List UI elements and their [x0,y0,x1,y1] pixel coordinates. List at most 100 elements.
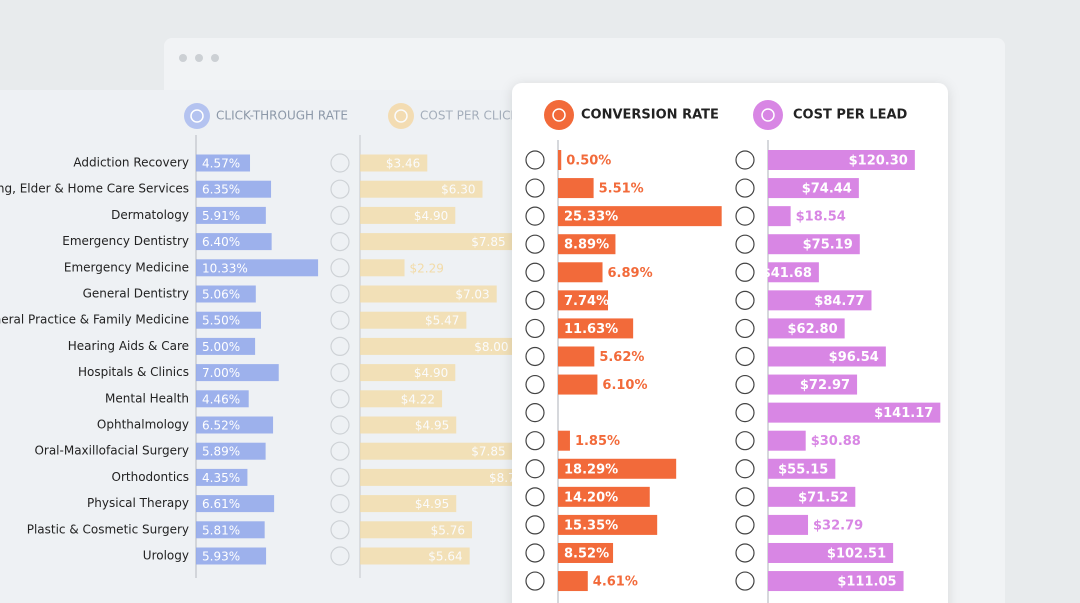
value-label: 5.62% [599,350,644,365]
value-label: $62.80 [787,322,837,337]
bar [768,486,856,507]
industry-icon [735,571,755,591]
industry-icon [525,571,545,591]
value-label: $41.68 [762,266,812,281]
bar [360,442,513,460]
bar [768,346,886,367]
value-label: $5.47 [425,314,459,328]
value-label: 5.91% [202,209,240,223]
bar [360,390,443,408]
category-label: General Practice & Family Medicine [0,313,189,327]
bar [196,390,249,408]
category-label: Ophthalmology [97,418,189,432]
bar [196,468,248,486]
bar [558,318,634,339]
industry-icon [735,431,755,451]
industry-icon [330,415,350,435]
industry-icon [330,179,350,199]
category-label: Urology [143,549,189,563]
value-label: 6.61% [202,497,240,511]
bar [196,337,256,355]
value-label: 8.52% [564,546,609,561]
conversion-chart: CONVERSION RATE 0.50% 5.51% 25.33% 8.89% 6.89… [525,100,722,603]
header-icon [753,100,783,130]
industry-icon [525,346,545,367]
industry-icon [525,290,545,310]
bar [768,262,819,283]
bar [768,234,860,255]
value-label: $4.95 [415,419,449,433]
bar [196,547,267,565]
value-label: 6.52% [202,419,240,433]
bar [558,458,677,479]
industry-icon [735,543,755,563]
value-label: 5.00% [202,340,240,354]
value-label: 5.93% [202,550,240,564]
value-label: 7.74% [564,294,609,309]
industry-icon [525,403,545,423]
bar [558,290,609,311]
bar [196,259,319,277]
value-label: $141.17 [874,406,933,421]
industry-icon [330,363,350,383]
bar [360,259,405,277]
bar [768,514,809,535]
value-label: $30.88 [811,434,861,449]
category-label: Orthodontics [112,470,189,484]
bar [768,542,894,563]
value-label: $84.77 [814,294,864,309]
value-label: $120.30 [849,154,908,169]
category-label: Physical Therapy [87,496,189,510]
bar [196,416,274,434]
bar [360,468,531,486]
bar [360,285,497,303]
category-label: Hospitals & Clinics [78,365,189,379]
industry-icon [735,403,755,423]
cpl-chart: COST PER LEAD $120.30 $74.44 $18.54 $75.19 $4… [735,100,941,603]
value-label: $7.03 [455,288,489,302]
industry-icon [735,262,755,282]
industry-icon [525,515,545,535]
header-icon-glyph [190,109,204,123]
value-label: $6.30 [441,183,475,197]
bar [196,233,272,251]
industry-icon [525,206,545,226]
window-dot [195,54,203,62]
value-label: $4.90 [414,209,448,223]
bar [768,571,904,592]
industry-icon [525,234,545,254]
value-label: 4.35% [202,471,240,485]
industry-icon [735,178,755,198]
chart-title: CONVERSION RATE [581,108,719,123]
value-label: 11.63% [564,322,618,337]
bar [196,495,275,513]
value-label: $32.79 [813,518,863,533]
industry-icon [330,153,350,173]
value-label: $96.54 [829,350,879,365]
value-label: 6.40% [202,235,240,249]
industry-icon [735,206,755,226]
value-label: $75.19 [803,238,853,253]
value-label: $4.95 [415,497,449,511]
value-label: 6.10% [602,378,647,393]
bar [360,547,470,565]
value-label: 4.61% [593,575,638,590]
industry-icon [330,310,350,330]
bar [360,311,467,329]
value-label: 5.50% [202,314,240,328]
bar [360,337,516,355]
category-label: Mental Health [105,391,189,405]
bar [558,430,570,451]
bar [558,374,598,395]
value-label: 7.00% [202,366,240,380]
bar [558,262,603,283]
industry-icon [525,374,545,395]
bar [768,458,836,479]
bar [768,374,858,395]
value-label: $74.44 [802,182,852,197]
cpc-chart: COST PER CLICK $3.46 $6.30 $4.90 $7.85 $2.29 $… [330,103,531,578]
value-label: 15.35% [564,518,618,533]
value-label: $71.52 [798,490,848,505]
